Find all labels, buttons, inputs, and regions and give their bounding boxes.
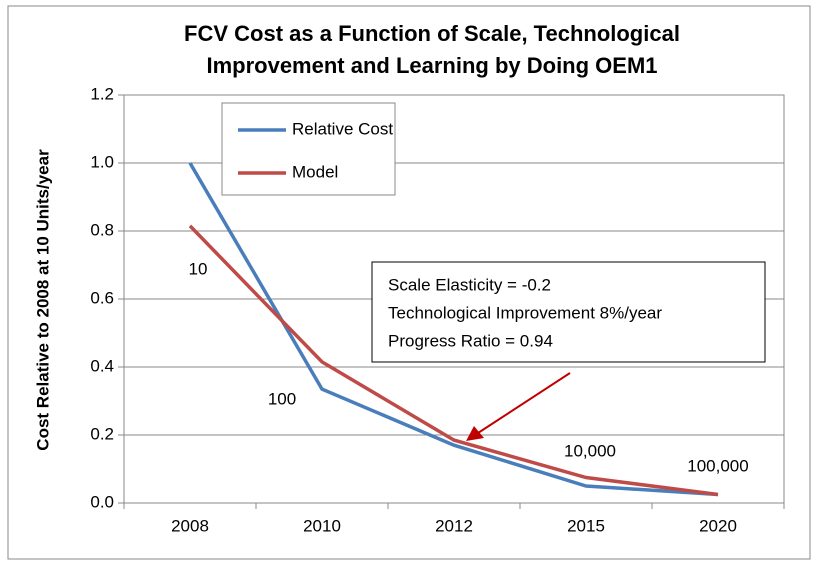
legend-box (221, 102, 396, 196)
x-tick-label: 2010 (303, 516, 341, 535)
point-label: 100 (268, 389, 296, 408)
y-tick-label: 0.0 (90, 492, 114, 511)
legend-label: Model (292, 162, 338, 181)
legend-label: Relative Cost (292, 119, 393, 138)
y-tick-label: 1.0 (90, 152, 114, 171)
y-tick-label: 0.6 (90, 288, 114, 307)
annotation-text: Scale Elasticity = -0.2 (388, 275, 551, 294)
series-line (188, 224, 719, 497)
point-label: 10 (189, 259, 208, 278)
chart-title: FCV Cost as a Function of Scale, Technol… (184, 21, 680, 46)
series-line (188, 162, 719, 497)
annotation-text: Technological Improvement 8%/year (388, 303, 662, 322)
arrow-head (466, 426, 484, 441)
y-tick-label: 0.8 (90, 220, 114, 239)
chart-title: Improvement and Learning by Doing OEM1 (206, 53, 657, 78)
y-tick-label: 0.2 (90, 424, 114, 443)
annotation-box (371, 261, 766, 363)
annotation-text: Progress Ratio = 0.94 (388, 331, 553, 350)
x-tick-label: 2015 (567, 516, 605, 535)
x-tick-label: 2012 (435, 516, 473, 535)
y-tick-label: 1.2 (90, 84, 114, 103)
y-tick-label: 0.4 (90, 356, 114, 375)
x-tick-label: 2020 (699, 516, 737, 535)
x-tick-label: 2008 (171, 516, 209, 535)
point-label: 100,000 (687, 456, 748, 475)
y-axis-label: Cost Relative to 2008 at 10 Units/year (33, 149, 52, 451)
point-label: 10,000 (564, 441, 616, 460)
arrow (477, 372, 571, 434)
